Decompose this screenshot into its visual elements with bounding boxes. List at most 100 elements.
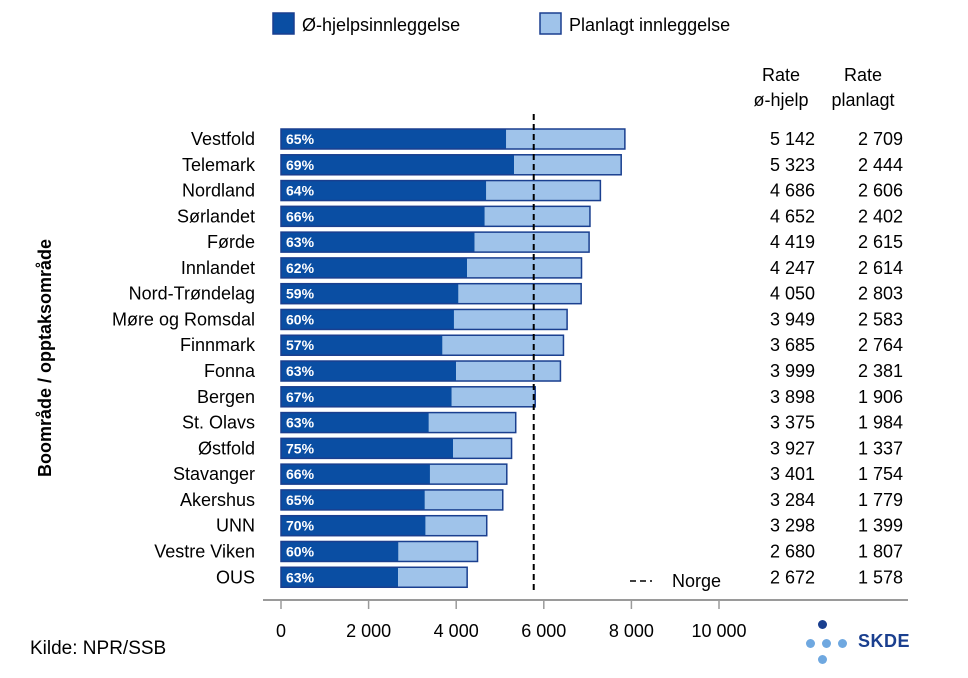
- bar-emergency: [281, 232, 475, 253]
- rate-planned-label: 1 399: [858, 516, 903, 536]
- rate-planned-label: 1 578: [858, 567, 903, 587]
- category-label: Akershus: [180, 490, 255, 510]
- bar-planned: [442, 335, 564, 356]
- share-label: 75%: [286, 440, 315, 456]
- bar-planned: [467, 257, 582, 278]
- bar-planned: [451, 386, 536, 407]
- share-label: 64%: [286, 183, 315, 199]
- rate-planned-label: 2 444: [858, 155, 903, 175]
- x-tick-label: 8 000: [609, 621, 654, 641]
- rate-planned-label: 2 402: [858, 206, 903, 226]
- rate-emergency-label: 2 672: [770, 567, 815, 587]
- bar-planned: [453, 438, 512, 459]
- rate-planned-label: 2 709: [858, 129, 903, 149]
- rate-emergency-label: 4 686: [770, 181, 815, 201]
- bar-outline: [280, 205, 591, 228]
- bar-outline: [280, 540, 479, 563]
- bar-emergency: [281, 515, 426, 536]
- bar-planned: [453, 309, 568, 330]
- share-label: 65%: [286, 131, 315, 147]
- rate-emergency-label: 4 247: [770, 258, 815, 278]
- column-header-planned: planlagt: [831, 90, 894, 110]
- bar-emergency: [281, 154, 515, 175]
- bar-outline: [280, 437, 513, 460]
- bar-outline: [280, 154, 622, 176]
- category-label: Nordland: [182, 181, 255, 201]
- rate-planned-label: 2 381: [858, 361, 903, 381]
- bar-planned: [456, 361, 561, 382]
- logo-dot-icon: [806, 639, 815, 648]
- category-label: UNN: [216, 516, 255, 536]
- rate-planned-label: 1 337: [858, 438, 903, 458]
- bar-outline: [280, 334, 565, 356]
- bar-planned: [486, 180, 601, 201]
- x-tick-label: 6 000: [521, 621, 566, 641]
- column-header-emergency: Rate: [762, 65, 800, 85]
- rate-emergency-label: 3 898: [770, 387, 815, 407]
- x-tick-label: 4 000: [434, 621, 479, 641]
- rate-planned-label: 2 606: [858, 181, 903, 201]
- source-note: Kilde: NPR/SSB: [30, 638, 167, 659]
- legend-swatch-planned: [539, 12, 562, 35]
- rate-planned-label: 2 764: [858, 335, 903, 355]
- x-tick-label: 10 000: [691, 621, 746, 641]
- category-label: Østfold: [198, 438, 255, 458]
- bar-emergency: [281, 206, 485, 227]
- rate-emergency-label: 3 685: [770, 335, 815, 355]
- bar-emergency: [281, 129, 507, 149]
- rate-planned-label: 1 984: [858, 413, 903, 433]
- share-label: 60%: [286, 311, 315, 327]
- bar-planned: [484, 206, 590, 227]
- category-label: Førde: [207, 232, 255, 252]
- rate-emergency-label: 5 142: [770, 129, 815, 149]
- rate-emergency-label: 2 680: [770, 541, 815, 561]
- bar-planned: [514, 154, 622, 175]
- rate-emergency-label: 3 375: [770, 413, 815, 433]
- category-label: Stavanger: [173, 464, 255, 484]
- category-label: Vestre Viken: [154, 541, 255, 561]
- bar-emergency: [281, 567, 399, 588]
- category-label: Sørlandet: [177, 206, 255, 226]
- bar-outline: [280, 463, 508, 485]
- bar-emergency: [281, 438, 454, 459]
- legend-swatch-emergency: [272, 12, 295, 35]
- share-label: 70%: [286, 518, 315, 534]
- share-label: 67%: [286, 389, 315, 405]
- y-axis-title: Boområde / opptaksområde: [35, 239, 55, 477]
- legend-label-emergency: Ø-hjelpsinnleggelse: [302, 15, 460, 35]
- rate-planned-label: 2 614: [858, 258, 903, 278]
- bar-emergency: [281, 180, 487, 201]
- share-label: 63%: [286, 234, 315, 250]
- bar-outline: [280, 282, 582, 305]
- skde-logo: SKDE: [800, 618, 920, 668]
- category-label: Møre og Romsdal: [112, 309, 255, 329]
- bar-planned: [429, 464, 507, 485]
- bar-emergency: [281, 386, 452, 407]
- rate-planned-label: 2 583: [858, 309, 903, 329]
- reference-legend-label: Norge: [672, 571, 721, 591]
- logo-dot-icon: [818, 620, 827, 629]
- share-label: 66%: [286, 466, 315, 482]
- bar-outline: [280, 308, 568, 331]
- rate-planned-label: 2 803: [858, 284, 903, 304]
- bar-outline: [280, 231, 590, 253]
- share-label: 57%: [286, 337, 315, 353]
- bar-planned: [428, 412, 516, 433]
- bar-planned: [474, 232, 590, 253]
- share-label: 62%: [286, 260, 315, 276]
- share-label: 69%: [286, 157, 315, 173]
- bar-emergency: [281, 283, 459, 304]
- share-label: 63%: [286, 363, 315, 379]
- category-label: Finnmark: [180, 335, 256, 355]
- rate-emergency-label: 4 419: [770, 232, 815, 252]
- bar-outline: [280, 514, 488, 537]
- rate-emergency-label: 3 927: [770, 438, 815, 458]
- rate-planned-label: 2 615: [858, 232, 903, 252]
- rate-planned-label: 1 906: [858, 387, 903, 407]
- rate-planned-label: 1 779: [858, 490, 903, 510]
- column-header-emergency: ø-hjelp: [753, 90, 808, 110]
- bar-outline: [280, 386, 536, 408]
- logo-dot-icon: [818, 655, 827, 664]
- legend-label-planned: Planlagt innleggelse: [569, 15, 730, 35]
